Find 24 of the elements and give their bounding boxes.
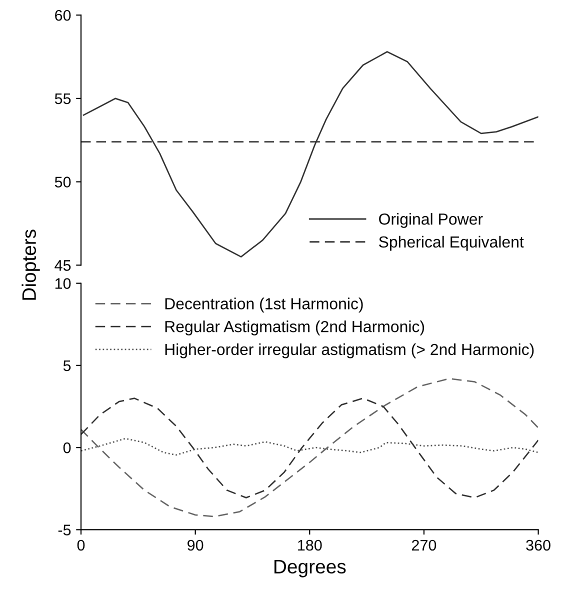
legend-label: Decentration (1st Harmonic): [165, 298, 363, 313]
legend-label: Higher-order irregular astigmatism (> 2nd Harmonic): [165, 343, 534, 358]
y-tick-label: 45: [54, 260, 71, 271]
x-tick-label: 360: [526, 540, 550, 551]
line-series: [81, 378, 538, 518]
x-axis-title: Degrees: [274, 560, 346, 578]
legend-label: Regular Astigmatism (2nd Harmonic): [165, 320, 424, 336]
y-tick-label: 60: [55, 10, 71, 21]
y-axis-title: Diopters: [22, 230, 40, 300]
y-tick-label: 50: [54, 176, 71, 188]
x-tick-label: 180: [298, 540, 322, 551]
y-tick-label: 55: [54, 93, 71, 104]
line-series: [82, 51, 538, 258]
line-series: [81, 438, 538, 456]
x-tick-label: 270: [412, 540, 436, 551]
x-tick-label: 90: [188, 540, 204, 551]
line-series: [81, 398, 538, 498]
legend-label: Spherical Equivalent: [379, 236, 524, 251]
x-tick-label: 0: [77, 540, 85, 551]
legend-label: Original Power: [379, 213, 483, 228]
y-tick-label: 5: [63, 360, 71, 372]
y-tick-label: -5: [58, 524, 71, 536]
y-tick-label: 10: [55, 278, 71, 289]
y-tick-label: 0: [63, 442, 71, 454]
